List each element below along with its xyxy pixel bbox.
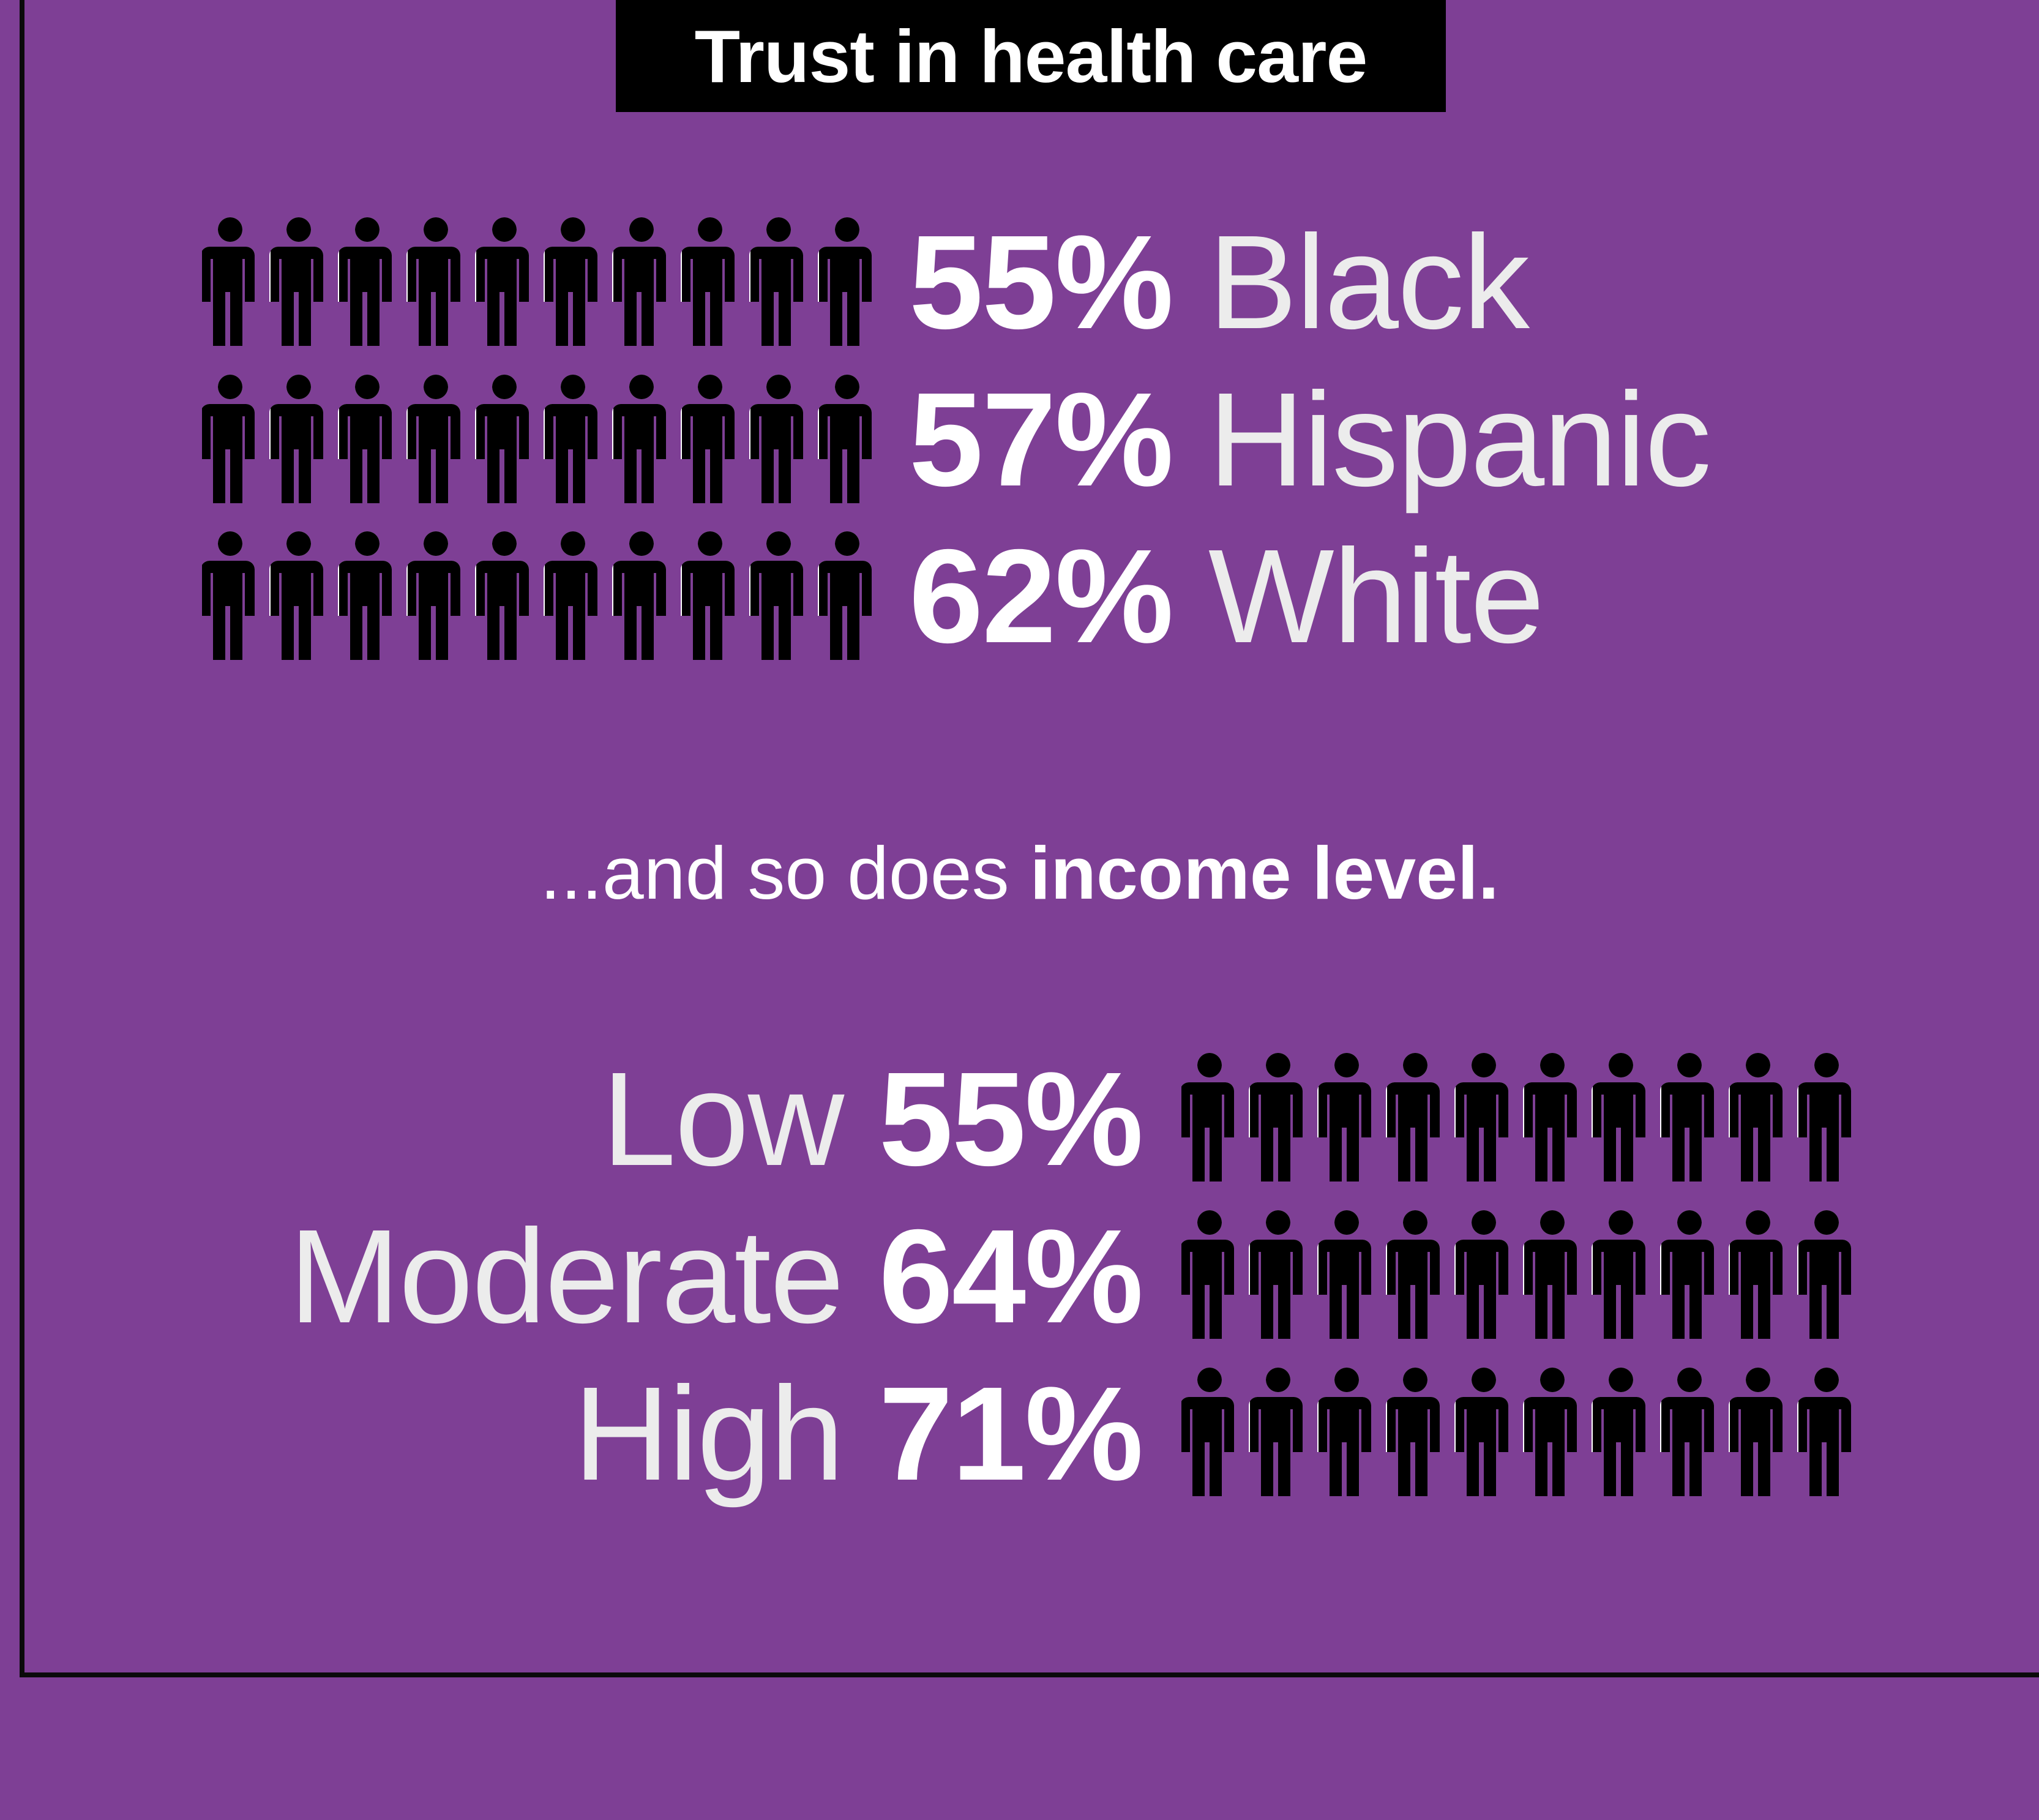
- person-icon-trust-fill: [1387, 1210, 1440, 1339]
- person-icon-trust-fill: [1387, 1053, 1440, 1182]
- person-icon-trust-fill: [1456, 1368, 1508, 1496]
- low-income-row: Low 55%: [0, 1053, 2039, 1186]
- person-icon-trust-fill: [1593, 1053, 1645, 1182]
- person-icon-trust-fill: [545, 375, 597, 503]
- high-income-value: 71%: [878, 1360, 1143, 1508]
- black-label: 55% Black: [909, 216, 1530, 350]
- person-icon-trust-fill: [271, 531, 323, 660]
- moderate-income-value: 64%: [878, 1202, 1143, 1351]
- hispanic-category: Hispanic: [1208, 365, 1712, 514]
- person-icon-trust-fill: [819, 217, 872, 346]
- person-icon-trust-fill: [1524, 1210, 1577, 1339]
- white-pictograph: [202, 531, 872, 660]
- white-label: 62% White: [909, 530, 1544, 664]
- low-income-label: Low 55%: [602, 1053, 1143, 1186]
- person-icon-trust-fill: [339, 531, 392, 660]
- person-icon-trust-fill: [682, 217, 735, 346]
- person-icon-trust-fill: [408, 375, 460, 503]
- person-icon-trust-fill: [1250, 1368, 1303, 1496]
- low-income-pictograph: [1181, 1053, 1851, 1182]
- person-icon-trust-fill: [819, 375, 872, 503]
- hispanic-row: 57% Hispanic: [0, 373, 2039, 507]
- person-icon-trust-fill: [1593, 1210, 1645, 1339]
- low-income-value: 55%: [878, 1045, 1143, 1194]
- chart-frame: [20, 0, 2039, 1677]
- person-icon-trust-fill: [1730, 1368, 1783, 1496]
- person-icon-trust-fill: [339, 375, 392, 503]
- person-icon-trust-fill: [1319, 1368, 1371, 1496]
- hispanic-label: 57% Hispanic: [909, 373, 1712, 507]
- person-icon-trust-fill: [682, 531, 735, 660]
- person-icon-trust-fill: [682, 375, 735, 503]
- moderate-income-category: Moderate: [289, 1202, 844, 1351]
- white-category: White: [1208, 522, 1544, 671]
- person-icon-trust-fill: [1250, 1210, 1303, 1339]
- person-icon-trust-fill: [750, 531, 803, 660]
- high-income-category: High: [573, 1360, 844, 1508]
- income-transition-text: ...and so does income level.: [0, 836, 2039, 910]
- person-icon-trust-fill: [750, 375, 803, 503]
- person-icon-trust-fill: [339, 217, 392, 346]
- person-icon-trust-fill: [476, 531, 529, 660]
- person-icon-trust-fill: [271, 217, 323, 346]
- person-icon-trust-fill: [476, 375, 529, 503]
- person-icon-trust-fill: [1661, 1210, 1714, 1339]
- person-icon-trust-fill: [1319, 1053, 1371, 1182]
- person-icon-trust-fill: [1524, 1053, 1577, 1182]
- white-value: 62%: [909, 522, 1173, 671]
- person-icon-trust-fill: [1181, 1368, 1234, 1496]
- high-income-row: High 71%: [0, 1368, 2039, 1501]
- person-icon-trust-fill: [1798, 1210, 1851, 1339]
- transition-regular: ...and so does: [540, 831, 1009, 915]
- person-icon-trust-fill: [1661, 1053, 1714, 1182]
- person-icon-trust-fill: [613, 217, 666, 346]
- white-row: 62% White: [0, 530, 2039, 664]
- person-icon-trust-fill: [1593, 1368, 1645, 1496]
- person-icon-trust-fill: [1387, 1368, 1440, 1496]
- person-icon-trust-fill: [1456, 1053, 1508, 1182]
- person-icon-trust-fill: [545, 531, 597, 660]
- person-icon-trust-fill: [1730, 1210, 1783, 1339]
- black-value: 55%: [909, 208, 1173, 357]
- moderate-income-row: Moderate 64%: [0, 1210, 2039, 1344]
- person-icon-trust-fill: [1798, 1368, 1851, 1496]
- person-icon-trust-fill: [271, 375, 323, 503]
- person-icon-trust-fill: [408, 531, 460, 660]
- person-icon-trust-fill: [408, 217, 460, 346]
- person-icon-trust-fill: [1456, 1210, 1508, 1339]
- person-icon-trust-fill: [1181, 1210, 1234, 1339]
- person-icon-trust-fill: [545, 217, 597, 346]
- transition-bold: income level.: [1030, 831, 1499, 915]
- hispanic-value: 57%: [909, 365, 1173, 514]
- low-income-category: Low: [602, 1045, 844, 1194]
- person-icon-trust-fill: [1524, 1368, 1577, 1496]
- black-pictograph: [202, 217, 872, 346]
- person-icon-trust-fill: [1798, 1053, 1851, 1182]
- high-income-pictograph: [1181, 1368, 1851, 1496]
- person-icon-trust-fill: [476, 217, 529, 346]
- person-icon-trust-fill: [819, 531, 872, 660]
- person-icon-trust-fill: [613, 375, 666, 503]
- high-income-label: High 71%: [574, 1368, 1143, 1501]
- person-icon-trust-fill: [1730, 1053, 1783, 1182]
- person-icon-trust-fill: [202, 217, 255, 346]
- chart-title: Trust in health care: [616, 0, 1446, 112]
- moderate-income-pictograph: [1181, 1210, 1851, 1339]
- person-icon-trust-fill: [1319, 1210, 1371, 1339]
- person-icon-trust-fill: [1250, 1053, 1303, 1182]
- black-category: Black: [1208, 208, 1530, 357]
- person-icon-trust-fill: [1661, 1368, 1714, 1496]
- person-icon-trust-fill: [202, 375, 255, 503]
- person-icon-trust-fill: [1181, 1053, 1234, 1182]
- person-icon-trust-fill: [613, 531, 666, 660]
- person-icon-trust-fill: [750, 217, 803, 346]
- person-icon-trust-fill: [202, 531, 255, 660]
- hispanic-pictograph: [202, 375, 872, 503]
- moderate-income-label: Moderate 64%: [289, 1210, 1143, 1344]
- chart-title-text: Trust in health care: [694, 14, 1368, 98]
- black-row: 55% Black: [0, 216, 2039, 350]
